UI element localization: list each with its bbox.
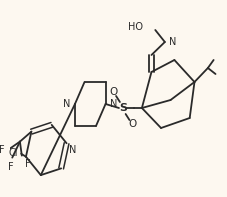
- Text: F: F: [0, 145, 5, 155]
- Text: N: N: [169, 37, 176, 47]
- Text: F: F: [7, 162, 13, 172]
- Text: Cl: Cl: [9, 148, 18, 158]
- Text: F: F: [25, 159, 30, 169]
- Text: N: N: [63, 99, 70, 109]
- Text: O: O: [128, 119, 136, 129]
- Text: HO: HO: [128, 22, 143, 32]
- Text: N: N: [69, 145, 77, 155]
- Text: N: N: [110, 99, 118, 109]
- Text: S: S: [119, 103, 127, 113]
- Text: O: O: [109, 87, 117, 97]
